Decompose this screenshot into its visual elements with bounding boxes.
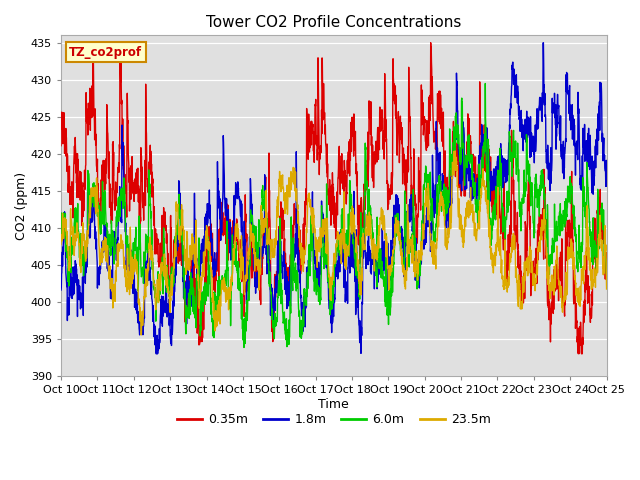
1.8m [540, 40, 547, 46]
X-axis label: Time: Time [319, 398, 349, 411]
Title: Tower CO2 Profile Concentrations: Tower CO2 Profile Concentrations [206, 15, 461, 30]
Y-axis label: CO2 (ppm): CO2 (ppm) [15, 171, 28, 240]
Line: 0.35m: 0.35m [61, 43, 607, 354]
0.35m [493, 212, 500, 217]
6.0m [570, 203, 578, 209]
23.5m [570, 255, 578, 261]
6.0m [362, 147, 369, 153]
23.5m [209, 312, 217, 317]
23.5m [451, 148, 459, 154]
0.35m [555, 298, 563, 303]
6.0m [240, 345, 248, 350]
23.5m [138, 332, 145, 338]
23.5m [555, 282, 563, 288]
0.35m [57, 143, 65, 148]
1.8m [57, 287, 65, 293]
23.5m [350, 229, 358, 235]
1.8m [209, 257, 217, 263]
6.0m [350, 237, 358, 242]
1.8m [152, 351, 160, 357]
Legend: 0.35m, 1.8m, 6.0m, 23.5m: 0.35m, 1.8m, 6.0m, 23.5m [172, 408, 496, 431]
23.5m [603, 286, 611, 292]
6.0m [493, 194, 500, 200]
0.35m [570, 301, 577, 307]
0.35m [209, 273, 217, 279]
Text: TZ_co2prof: TZ_co2prof [69, 46, 142, 59]
Line: 6.0m: 6.0m [61, 84, 607, 348]
1.8m [603, 183, 611, 189]
0.35m [89, 40, 97, 46]
6.0m [555, 222, 563, 228]
6.0m [481, 81, 489, 86]
0.35m [603, 265, 611, 271]
Line: 23.5m: 23.5m [61, 151, 607, 335]
0.35m [575, 351, 582, 357]
1.8m [350, 198, 358, 204]
Line: 1.8m: 1.8m [61, 43, 607, 354]
1.8m [493, 182, 500, 188]
23.5m [493, 240, 500, 246]
0.35m [362, 180, 369, 186]
23.5m [57, 241, 65, 247]
23.5m [362, 226, 369, 231]
1.8m [555, 103, 563, 108]
0.35m [350, 153, 358, 159]
1.8m [362, 255, 369, 261]
1.8m [570, 116, 578, 122]
6.0m [209, 333, 217, 339]
6.0m [603, 272, 611, 277]
6.0m [57, 237, 65, 243]
